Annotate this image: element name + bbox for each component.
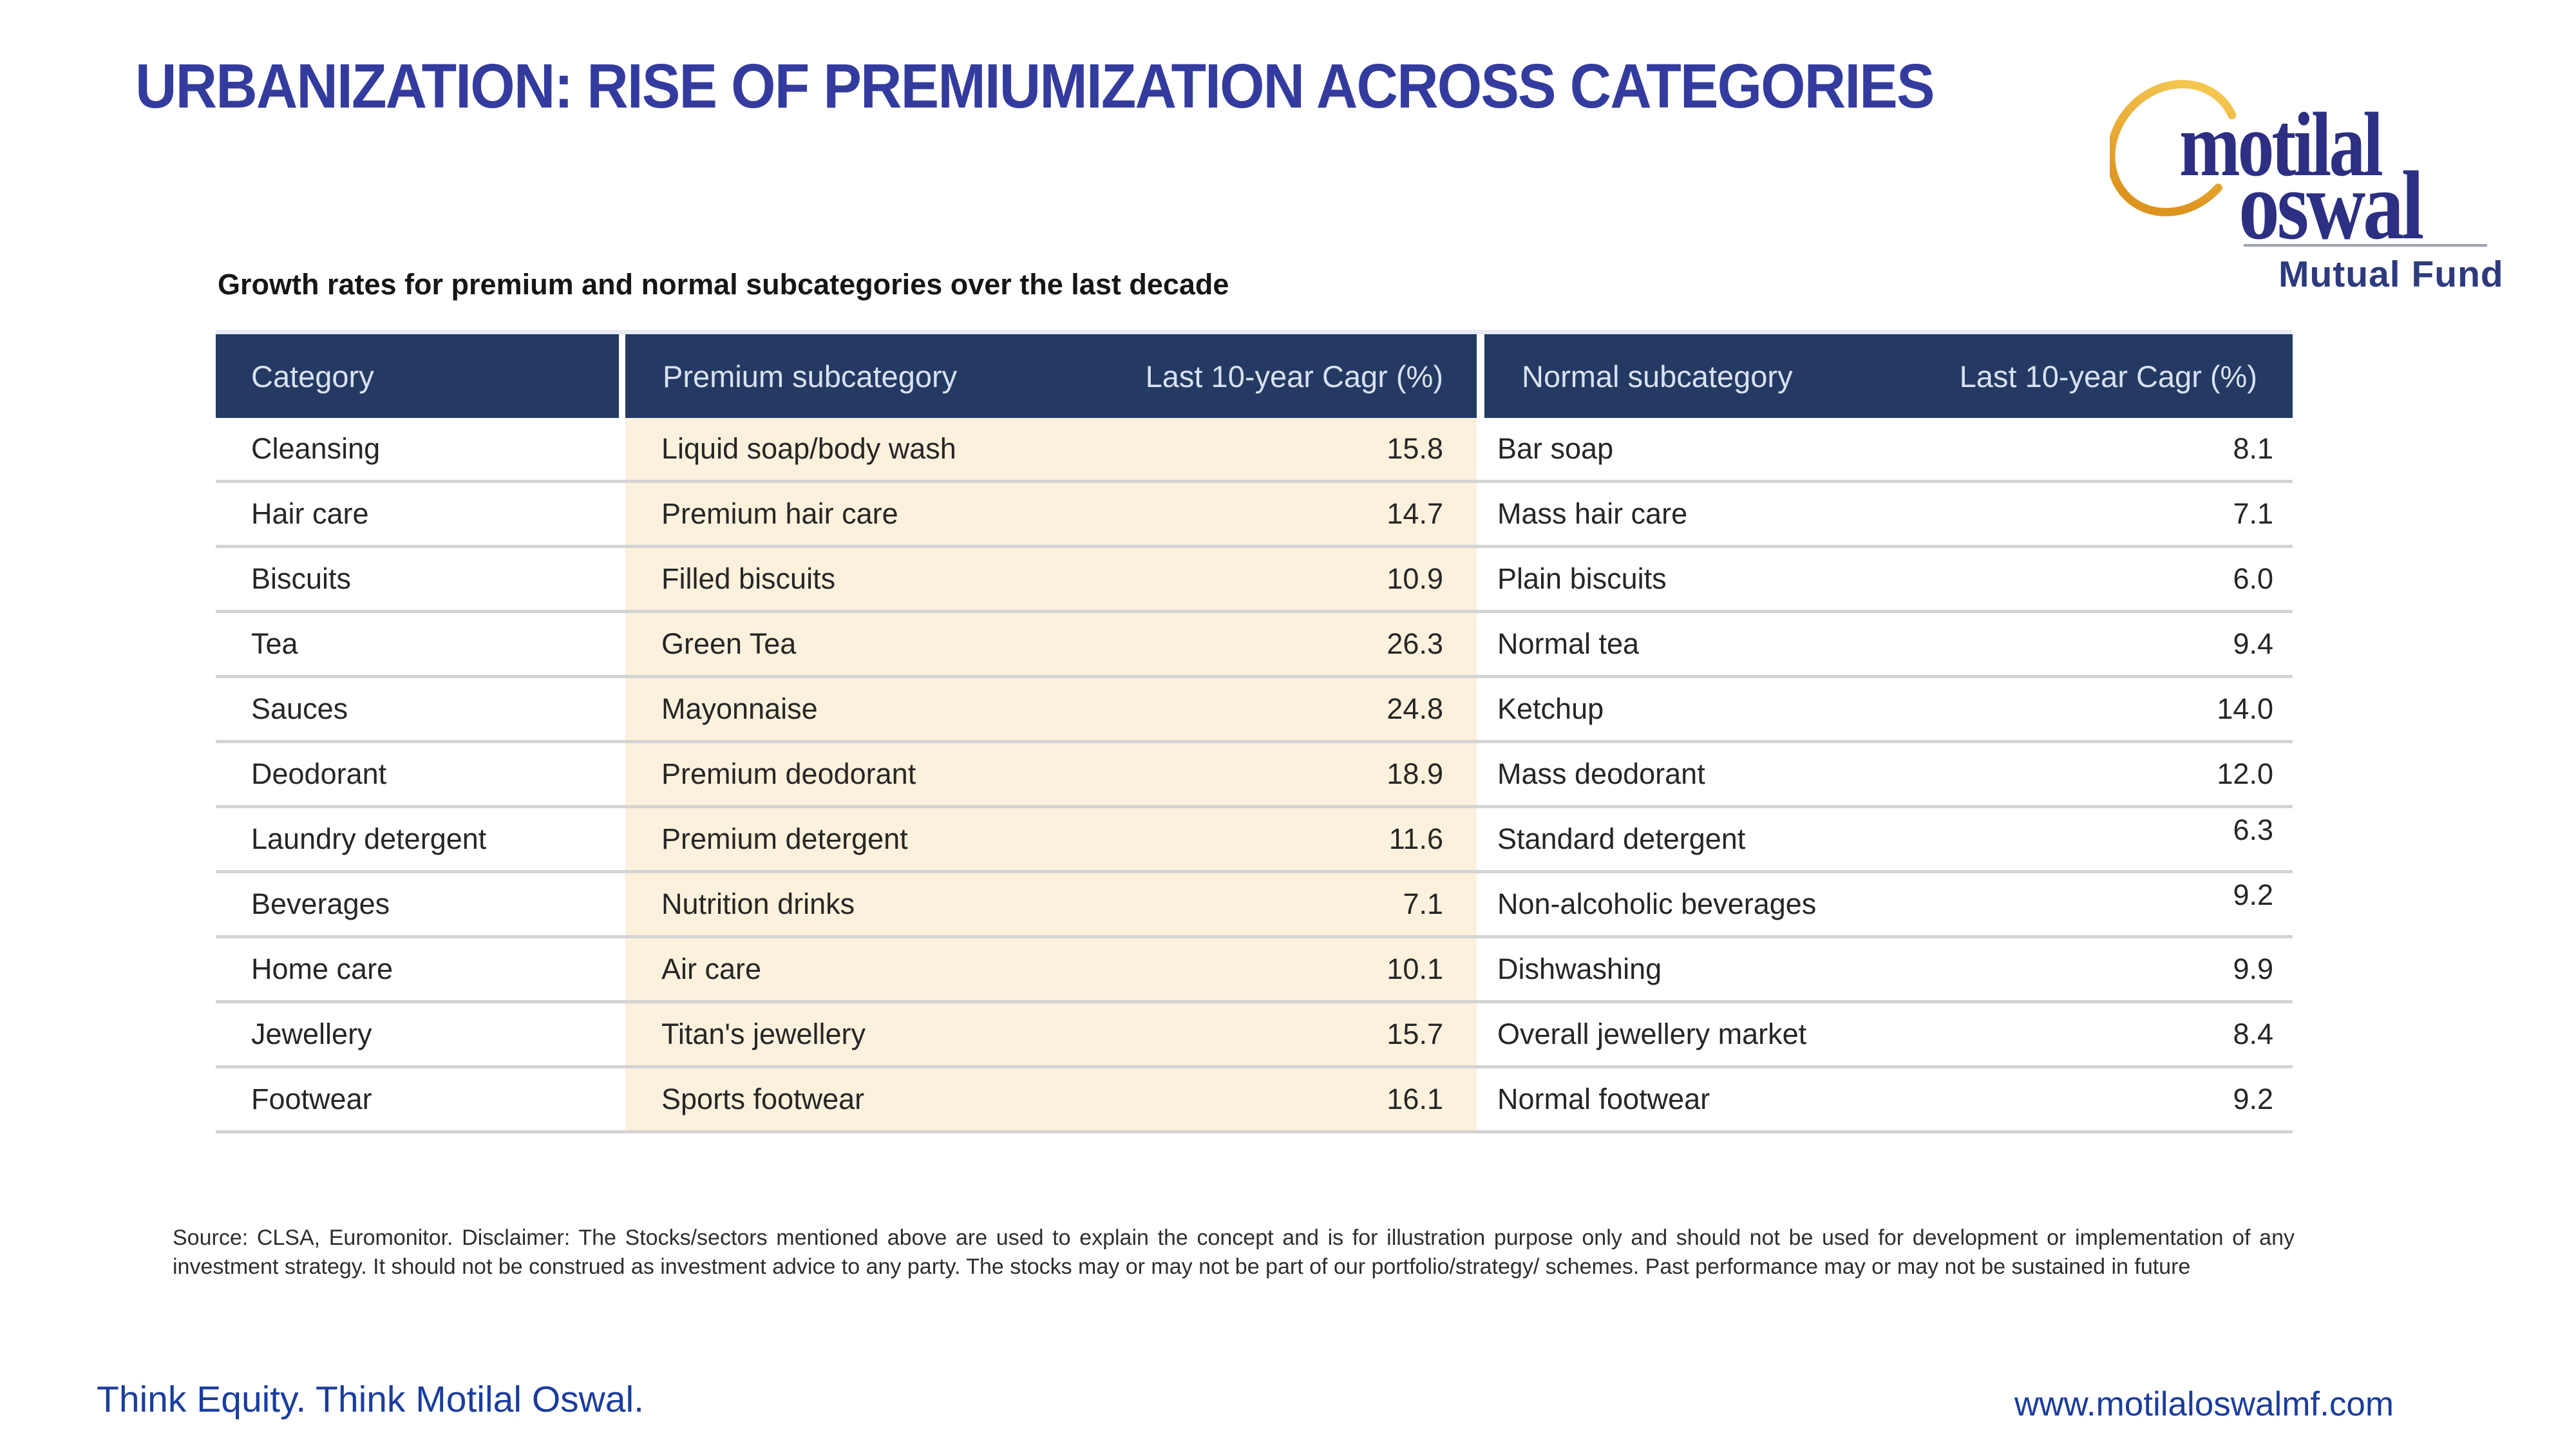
cell-category: Beverages — [216, 873, 619, 935]
cell-normal-subcategory: Dishwashing — [1477, 938, 1980, 1000]
cell-category: Footwear — [216, 1068, 619, 1130]
cell-normal-cagr: 6.3 — [1980, 808, 2293, 870]
cell-normal-subcategory: Bar soap — [1477, 418, 1980, 480]
cell-normal-cagr: 8.4 — [1980, 1003, 2293, 1065]
cell-premium-subcategory: Premium hair care — [619, 483, 1115, 545]
cell-category: Cleansing — [216, 418, 619, 480]
logo-subtitle: Mutual Fund — [2278, 254, 2504, 295]
cell-premium-subcategory: Air care — [619, 938, 1115, 1000]
table-row: Biscuits Filled biscuits 10.9 Plain bisc… — [216, 548, 2293, 613]
column-header-normal: Normal subcategory Last 10-year Cagr (%) — [1477, 334, 2293, 418]
cell-premium-cagr: 11.6 — [1115, 808, 1477, 870]
cell-normal-cagr: 6.0 — [1980, 548, 2293, 610]
cell-premium-subcategory: Liquid soap/body wash — [619, 418, 1115, 480]
cell-premium-cagr: 15.8 — [1115, 418, 1477, 480]
cell-premium-cagr: 16.1 — [1115, 1068, 1477, 1130]
table-body: Cleansing Liquid soap/body wash 15.8 Bar… — [216, 418, 2293, 1133]
cell-normal-subcategory: Standard detergent — [1477, 808, 1980, 870]
table-row: Laundry detergent Premium detergent 11.6… — [216, 808, 2293, 873]
motilal-oswal-logo: motilal oswal Mutual Fund — [2110, 75, 2535, 307]
table-caption: Growth rates for premium and normal subc… — [218, 268, 1229, 301]
cell-category: Home care — [216, 938, 619, 1000]
page-title: URBANIZATION: RISE OF PREMIUMIZATION ACR… — [135, 51, 1935, 121]
table-row: Jewellery Titan's jewellery 15.7 Overall… — [216, 1003, 2293, 1068]
table-row: Beverages Nutrition drinks 7.1 Non-alcoh… — [216, 873, 2293, 938]
cell-premium-cagr: 24.8 — [1115, 678, 1477, 740]
cell-category: Jewellery — [216, 1003, 619, 1065]
cell-premium-subcategory: Sports footwear — [619, 1068, 1115, 1130]
cell-premium-cagr: 18.9 — [1115, 743, 1477, 805]
table-row: Deodorant Premium deodorant 18.9 Mass de… — [216, 743, 2293, 808]
logo-divider — [2244, 244, 2487, 247]
cell-category: Deodorant — [216, 743, 619, 805]
table-row: Footwear Sports footwear 16.1 Normal foo… — [216, 1068, 2293, 1133]
cell-normal-subcategory: Ketchup — [1477, 678, 1980, 740]
table-row: Sauces Mayonnaise 24.8 Ketchup 14.0 — [216, 678, 2293, 743]
footer-url[interactable]: www.motilaloswalmf.com — [2014, 1385, 2394, 1423]
cell-premium-subcategory: Filled biscuits — [619, 548, 1115, 610]
column-header-normal-subcategory-label: Normal subcategory — [1522, 359, 1793, 393]
cell-premium-subcategory: Titan's jewellery — [619, 1003, 1115, 1065]
cell-category: Hair care — [216, 483, 619, 545]
table-row: Cleansing Liquid soap/body wash 15.8 Bar… — [216, 418, 2293, 483]
cell-premium-subcategory: Premium deodorant — [619, 743, 1115, 805]
cell-category: Sauces — [216, 678, 619, 740]
cell-normal-cagr: 14.0 — [1980, 678, 2293, 740]
logo-word-motilal: motilal — [2179, 93, 2383, 195]
cell-normal-subcategory: Plain biscuits — [1477, 548, 1980, 610]
logo-word-oswal: oswal — [2239, 151, 2424, 260]
column-header-category: Category — [216, 334, 619, 418]
cell-premium-cagr: 10.9 — [1115, 548, 1477, 610]
cell-category: Laundry detergent — [216, 808, 619, 870]
cell-premium-cagr: 14.7 — [1115, 483, 1477, 545]
table-header: Category Premium subcategory Last 10-yea… — [216, 330, 2293, 418]
column-header-premium-cagr-label: Last 10-year Cagr (%) — [1145, 359, 1443, 393]
growth-rates-table: Category Premium subcategory Last 10-yea… — [216, 330, 2293, 1133]
cell-normal-subcategory: Non-alcoholic beverages — [1477, 873, 1980, 935]
column-header-category-label: Category — [251, 359, 374, 393]
cell-normal-cagr: 9.4 — [1980, 613, 2293, 675]
cell-normal-cagr: 7.1 — [1980, 483, 2293, 545]
column-header-normal-cagr-label: Last 10-year Cagr (%) — [1959, 359, 2257, 393]
cell-category: Biscuits — [216, 548, 619, 610]
logo-ring-icon — [2110, 80, 2239, 216]
column-header-premium-subcategory-label: Premium subcategory — [663, 359, 958, 393]
cell-premium-subcategory: Mayonnaise — [619, 678, 1115, 740]
footer-tagline: Think Equity. Think Motilal Oswal. — [97, 1379, 645, 1420]
cell-normal-cagr: 9.2 — [1980, 1068, 2293, 1130]
cell-normal-cagr: 12.0 — [1980, 743, 2293, 805]
cell-normal-subcategory: Normal footwear — [1477, 1068, 1980, 1130]
cell-category: Tea — [216, 613, 619, 675]
disclaimer-text: Source: CLSA, Euromonitor. Disclaimer: T… — [173, 1226, 2295, 1279]
cell-normal-subcategory: Mass hair care — [1477, 483, 1980, 545]
cell-normal-cagr: 9.2 — [1980, 873, 2293, 935]
table-row: Tea Green Tea 26.3 Normal tea 9.4 — [216, 613, 2293, 678]
column-header-premium: Premium subcategory Last 10-year Cagr (%… — [619, 334, 1477, 418]
cell-premium-cagr: 15.7 — [1115, 1003, 1477, 1065]
cell-normal-subcategory: Mass deodorant — [1477, 743, 1980, 805]
cell-premium-subcategory: Nutrition drinks — [619, 873, 1115, 935]
table-row: Hair care Premium hair care 14.7 Mass ha… — [216, 483, 2293, 548]
cell-premium-subcategory: Green Tea — [619, 613, 1115, 675]
cell-premium-cagr: 10.1 — [1115, 938, 1477, 1000]
cell-premium-subcategory: Premium detergent — [619, 808, 1115, 870]
cell-premium-cagr: 26.3 — [1115, 613, 1477, 675]
cell-normal-subcategory: Overall jewellery market — [1477, 1003, 1980, 1065]
cell-normal-cagr: 9.9 — [1980, 938, 2293, 1000]
cell-premium-cagr: 7.1 — [1115, 873, 1477, 935]
cell-normal-subcategory: Normal tea — [1477, 613, 1980, 675]
cell-normal-cagr: 8.1 — [1980, 418, 2293, 480]
table-row: Home care Air care 10.1 Dishwashing 9.9 — [216, 938, 2293, 1003]
